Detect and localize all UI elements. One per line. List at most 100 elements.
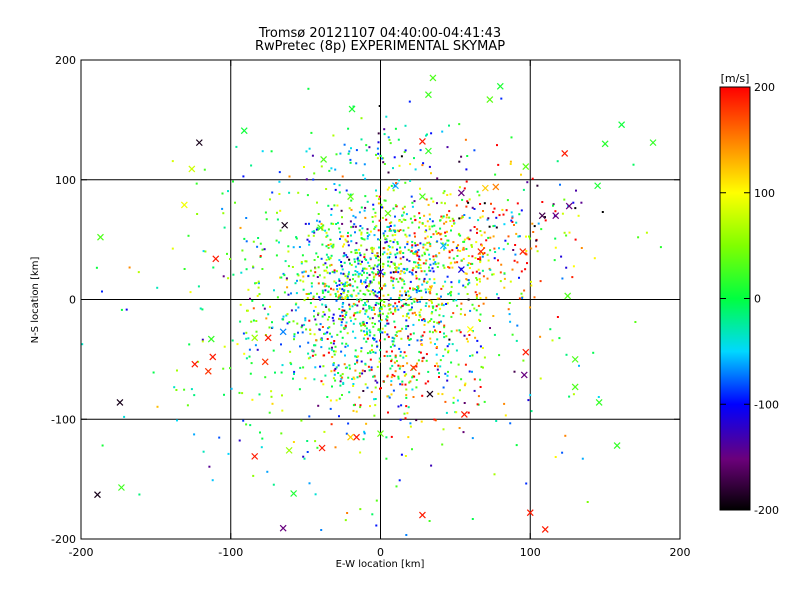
data-point [346,281,348,283]
data-point [561,278,563,280]
data-point-marker [467,326,473,332]
data-point [468,262,470,264]
data-point [404,182,406,184]
data-point [428,305,430,307]
data-point [407,304,409,306]
data-point [404,351,406,353]
data-point [446,412,448,414]
data-point [281,372,283,374]
data-point [414,215,416,217]
data-point [408,382,410,384]
data-point [402,315,404,317]
data-point [392,337,394,339]
data-point [257,349,259,351]
data-point [339,294,341,296]
data-point [245,338,247,340]
data-point [319,274,321,276]
data-point [314,440,316,442]
data-point [458,293,460,295]
data-point [417,339,419,341]
data-point [337,372,339,374]
data-point [397,281,399,283]
data-point [450,230,452,232]
data-point [504,272,506,274]
data-point [316,293,318,295]
data-point [317,276,319,278]
data-point [400,351,402,353]
data-point [489,327,491,329]
data-point [422,162,424,164]
data-point [338,415,340,417]
data-point [439,365,441,367]
data-point [379,340,381,342]
data-point [311,286,313,288]
data-point [438,252,440,254]
data-point [414,219,416,221]
data-point [259,293,261,295]
data-point [312,179,314,181]
data-point [406,213,408,215]
data-point [269,412,271,414]
data-point [356,286,358,288]
data-point [363,272,365,274]
data-point [327,319,329,321]
data-point [392,167,394,169]
data-point [409,163,411,165]
data-point [376,382,378,384]
data-point [356,299,358,301]
data-point [578,215,580,217]
data-point [292,378,294,380]
data-point [380,204,382,206]
data-point [309,148,311,150]
data-point-marker [94,492,100,498]
data-point [385,436,387,438]
data-point [379,307,381,309]
data-point [309,329,311,331]
data-point [453,223,455,225]
data-point [400,338,402,340]
data-point [436,305,438,307]
data-point [330,288,332,290]
data-point [278,181,280,183]
data-point [429,331,431,333]
data-point [281,394,283,396]
data-point [326,254,328,256]
data-point [436,322,438,324]
data-point [343,252,345,254]
data-point [368,290,370,292]
data-point [407,337,409,339]
data-point [385,219,387,221]
data-point [258,281,260,283]
data-point [458,161,460,163]
data-point [372,204,374,206]
data-point [394,310,396,312]
data-point [419,311,421,313]
data-point [223,275,225,277]
data-point [427,236,429,238]
data-point [496,144,498,146]
data-point [468,412,470,414]
data-point [251,399,253,401]
data-point [360,234,362,236]
data-point [384,133,386,135]
data-point [498,247,500,249]
data-point [418,256,420,258]
data-point [347,128,349,130]
data-point [261,268,263,270]
data-point [378,291,380,293]
data-point [429,258,431,260]
data-point [331,386,333,388]
data-point [411,306,413,308]
data-point [306,150,308,152]
data-point [381,319,383,321]
data-point [296,323,298,325]
data-point [274,372,276,374]
data-point [358,293,360,295]
data-point [433,233,435,235]
data-point [345,519,347,521]
data-point [495,217,497,219]
data-point [339,238,341,240]
data-point-marker [572,356,578,362]
data-point [443,315,445,317]
data-point [535,240,537,242]
